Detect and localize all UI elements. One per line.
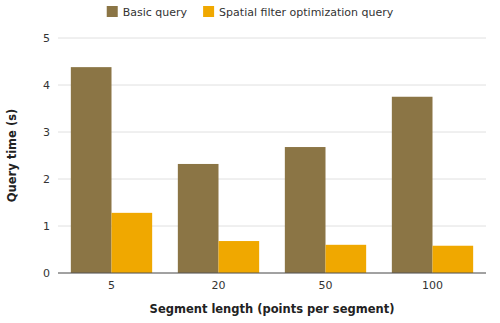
y-tick-label: 2: [43, 173, 50, 186]
x-tick-label: 50: [319, 279, 333, 292]
bar: [71, 67, 112, 273]
y-tick-label: 1: [43, 220, 50, 233]
bar: [326, 245, 367, 273]
grid: [58, 38, 486, 273]
grid-line: [58, 85, 486, 86]
chart: 0 1 2 3 4 5 5 20 50 100 Segment length (points per…: [0, 0, 500, 323]
legend-label: Basic query: [123, 6, 188, 19]
bar: [392, 97, 433, 273]
x-axis-label: Segment length (points per segment): [150, 302, 395, 316]
y-tick-label: 5: [43, 32, 50, 45]
y-tick-label: 4: [43, 79, 50, 92]
grid-line: [58, 38, 486, 39]
y-tick-label: 3: [43, 126, 50, 139]
grid-line: [58, 273, 486, 274]
x-tick-label: 100: [422, 279, 443, 292]
bar: [285, 147, 326, 273]
y-tick-label: 0: [43, 267, 50, 280]
bar: [219, 241, 260, 273]
bar: [178, 164, 219, 273]
legend-swatch: [203, 6, 214, 17]
legend: Basic query Spatial filter optimization q…: [107, 6, 394, 19]
bars: [71, 67, 473, 273]
bar: [433, 246, 474, 273]
y-axis-label: Query time (s): [5, 109, 19, 203]
bar: [112, 213, 153, 273]
legend-label: Spatial filter optimization query: [219, 6, 394, 19]
x-axis-line: [58, 273, 486, 274]
x-tick-label: 20: [212, 279, 226, 292]
x-tick-label: 5: [108, 279, 115, 292]
legend-swatch: [107, 6, 118, 17]
